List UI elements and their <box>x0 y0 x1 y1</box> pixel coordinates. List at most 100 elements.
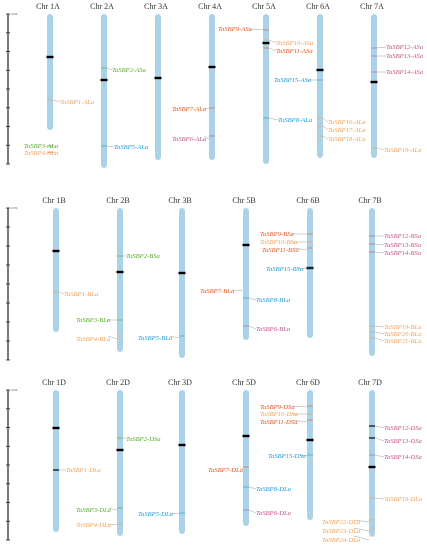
panel-B: 0 Mb Chr 1B TaSBP1-BLa Chr 2B TaSBP2-BSa TaSB… <box>6 196 422 361</box>
gene-label: TaSBP6-ALa <box>172 136 207 143</box>
chromosome-title: Chr 7B <box>358 196 381 205</box>
gene-connector <box>203 107 210 110</box>
gene-label: TaSBP8-DLa <box>256 486 292 493</box>
centromere-mark <box>242 243 250 247</box>
gene-connector <box>374 331 385 335</box>
gene-connector <box>374 325 385 328</box>
chromosome-title: Chr 6D <box>296 378 320 387</box>
scale-axis: 0 Mb <box>6 388 18 541</box>
gene-label: TaSBP11-DSa <box>260 419 298 426</box>
chromosome-4B: TaSBP7-BLa <box>200 288 249 295</box>
chromosome-bar <box>263 14 269 164</box>
chromosome-title: Chr 6A <box>306 2 330 11</box>
gene-label: TaSBP7-ALa <box>172 106 207 113</box>
chromosome-4A: Chr 4A TaSBP7-ALa TaSBP6-ALa <box>172 2 222 160</box>
gene-label: TaSBP14-ASa <box>386 69 424 76</box>
gene-connector <box>268 39 277 44</box>
centromere-mark <box>116 448 124 452</box>
gene-label: TaSBP3-DLa <box>76 507 112 514</box>
gene-label: TaSBP3-BLa <box>76 317 111 324</box>
centromere-mark <box>178 271 186 275</box>
gene-connector <box>374 243 385 246</box>
gene-label: TaSBP7-BLa <box>200 288 235 295</box>
gene-label: TaSBP19-DLa <box>384 496 423 503</box>
gene-label: TaSBP1-DLa <box>66 467 102 474</box>
gene-label: TaSBP4-ALa <box>24 150 59 157</box>
chromosome-title: Chr 3D <box>168 378 192 387</box>
chromosome-title: Chr 6B <box>296 196 319 205</box>
gene-connector <box>248 486 257 490</box>
chromosome-bar <box>369 390 375 536</box>
centromere-mark <box>100 78 108 82</box>
chromosome-title: Chr 3A <box>144 2 168 11</box>
chromosome-1B: Chr 1B TaSBP1-BLa <box>42 196 99 332</box>
gene-label: TaSBP5-BLa <box>138 335 173 342</box>
scale-label: 0 Mb <box>11 12 18 16</box>
gene-label: TaSBP14-BSa <box>384 250 422 257</box>
gene-connector <box>239 466 244 471</box>
gene-connector <box>322 125 329 131</box>
chromosome-bar <box>307 208 313 338</box>
scale-label: 0 Mb <box>11 206 18 210</box>
centromere-mark <box>208 65 216 69</box>
gene-connector <box>231 289 244 292</box>
chromosome-2B: Chr 2B TaSBP2-BSa TaSBP3-BLa TaSBP4-BLa <box>76 196 161 352</box>
gene-label: TaSBP17-ALa <box>328 127 366 134</box>
chromosome-title: Chr 4A <box>198 2 222 11</box>
chromosome-title: Chr 7D <box>358 378 382 387</box>
gene-connector <box>374 454 385 458</box>
gene-label: TaSBP19-BLa <box>384 324 422 331</box>
scale-label: 0 Mb <box>11 388 18 392</box>
gene-label: TaSBP10-DSa <box>260 411 299 418</box>
gene-connector <box>106 145 115 148</box>
gene-connector <box>107 335 118 340</box>
gene-connector <box>374 437 385 442</box>
centromere-mark <box>370 80 378 84</box>
chromosome-bar <box>243 208 249 340</box>
gene-connector <box>249 28 264 31</box>
centromere-mark <box>154 76 162 80</box>
panel-D: 0 Mb Chr 1D TaSBP1-DLa Chr 2D TaSBP2-DSa TaSB… <box>6 378 423 544</box>
gene-label: TaSBP9-ASa <box>218 26 253 33</box>
gene-label: TaSBP13-BSa <box>384 242 422 249</box>
gene-label: TaSBP13-DSa <box>384 438 423 445</box>
gene-label: TaSBP3-ALa <box>24 143 59 150</box>
gene-connector <box>353 519 370 523</box>
gene-connector <box>299 454 308 457</box>
gene-connector <box>374 425 385 429</box>
chromosome-bar <box>317 14 323 158</box>
gene-connector <box>107 507 118 511</box>
chromosome-5D: Chr 5D TaSBP7-DLa TaSBP8-DLa TaSBP6-DLa <box>208 378 292 526</box>
gene-label: TaSBP2-ASa <box>112 67 147 74</box>
gene-label: TaSBP2-BSa <box>126 253 161 260</box>
gene-connector <box>293 247 308 251</box>
chromosome-3B: Chr 3B TaSBP5-BLa <box>138 196 192 358</box>
gene-connector <box>122 437 127 440</box>
chromosome-bar <box>101 14 107 168</box>
gene-label: TaSBP10-ASa <box>276 40 314 47</box>
gene-connector <box>322 135 329 140</box>
gene-label: TaSBP22-DLa <box>322 519 361 526</box>
gene-connector <box>322 117 329 123</box>
gene-label: TaSBP20-BLa <box>384 331 422 338</box>
chromosome-2D: Chr 2D TaSBP2-DSa TaSBP3-DLa TaSBP4-DLa <box>76 378 161 536</box>
gene-connector <box>248 509 257 514</box>
gene-connector <box>353 527 370 532</box>
scale-axis: 0 Mb <box>6 206 18 361</box>
gene-label: TaSBP18-ALa <box>328 136 366 143</box>
gene-label: TaSBP6-DLa <box>256 510 292 517</box>
gene-label: TaSBP8-ALa <box>278 117 313 124</box>
chromosome-bar <box>179 390 185 534</box>
gene-connector <box>374 337 385 342</box>
gene-label: TaSBP8-BLa <box>256 297 291 304</box>
chromosome-title: Chr 2A <box>90 2 114 11</box>
gene-connector <box>297 267 308 270</box>
gene-connector <box>291 405 308 408</box>
chromosome-7A: Chr 7A TaSBP12-ASa TaSBP13-ASa TaSBP14-ASa T… <box>360 2 424 158</box>
